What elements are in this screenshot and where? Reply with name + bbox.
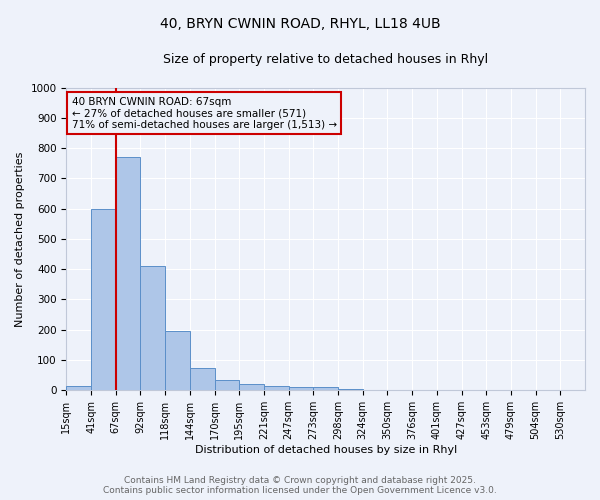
Text: 40, BRYN CWNIN ROAD, RHYL, LL18 4UB: 40, BRYN CWNIN ROAD, RHYL, LL18 4UB: [160, 18, 440, 32]
Bar: [91, 208, 116, 390]
Bar: [67, 386, 91, 390]
Bar: [215, 380, 239, 390]
Bar: [313, 388, 338, 390]
Y-axis label: Number of detached properties: Number of detached properties: [15, 151, 25, 326]
Text: 40 BRYN CWNIN ROAD: 67sqm
← 27% of detached houses are smaller (571)
71% of semi: 40 BRYN CWNIN ROAD: 67sqm ← 27% of detac…: [71, 96, 337, 130]
Bar: [190, 368, 215, 390]
Text: Contains HM Land Registry data © Crown copyright and database right 2025.
Contai: Contains HM Land Registry data © Crown c…: [103, 476, 497, 495]
X-axis label: Distribution of detached houses by size in Rhyl: Distribution of detached houses by size …: [194, 445, 457, 455]
Bar: [264, 386, 289, 390]
Bar: [165, 332, 190, 390]
Bar: [116, 157, 140, 390]
Bar: [239, 384, 264, 390]
Bar: [289, 388, 313, 390]
Bar: [338, 389, 363, 390]
Title: Size of property relative to detached houses in Rhyl: Size of property relative to detached ho…: [163, 52, 488, 66]
Bar: [140, 266, 165, 390]
